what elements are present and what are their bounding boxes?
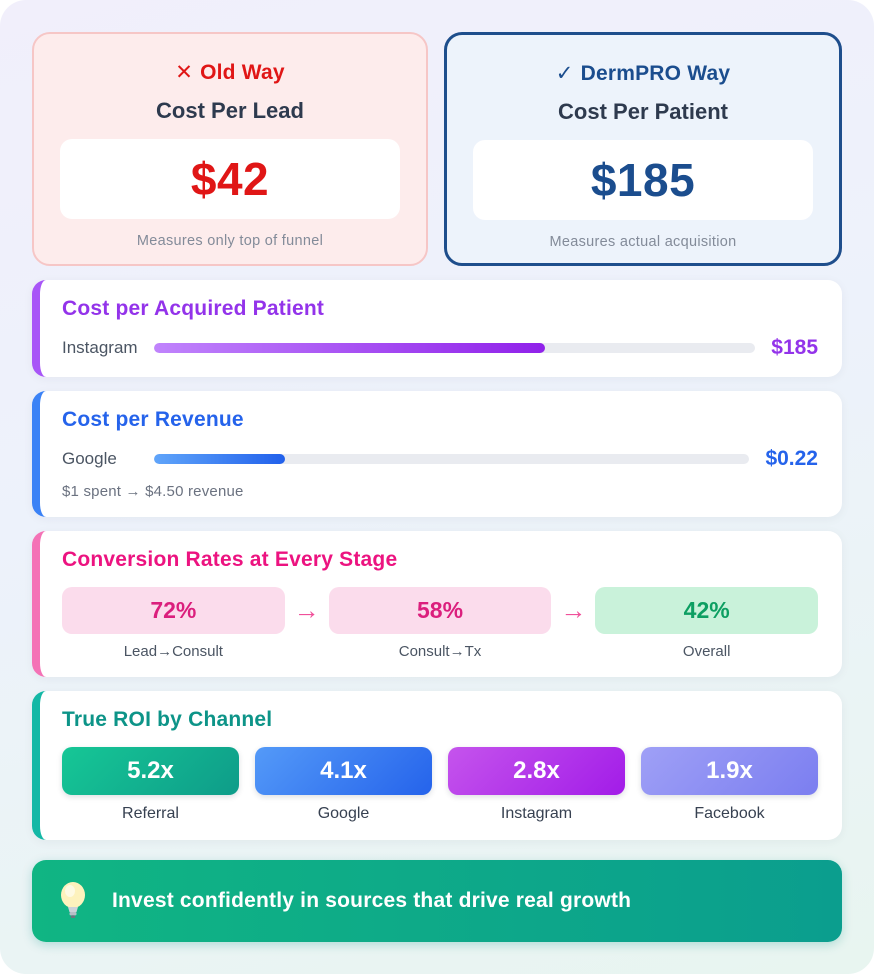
cost-per-acquired-patient-card: Cost per Acquired Patient Instagram $185 — [32, 280, 842, 378]
stage-label-consult-tx: Consult→Tx — [398, 643, 482, 661]
old-way-card: ✕ Old Way Cost Per Lead $42 Measures only… — [32, 32, 428, 267]
roi-channel-google: 4.1x Google — [255, 747, 432, 823]
dermpro-way-value-box: $185 — [473, 140, 813, 220]
stage-consult-tx: 58% Consult→Tx — [328, 587, 552, 661]
roi-channel-referral: 5.2x Referral — [62, 747, 239, 823]
card-title-cost-per-revenue: Cost per Revenue — [62, 408, 244, 432]
revenue-note: $1 spent → $4.50 revenue — [62, 483, 244, 501]
old-way-metric-label: Cost Per Lead — [156, 98, 304, 123]
old-way-badge: ✕ Old Way — [58, 60, 402, 85]
channel-label-instagram: Instagram — [62, 338, 138, 358]
check-icon: ✓ — [555, 62, 574, 85]
card-title-conversion-rates: Conversion Rates at Every Stage — [62, 548, 398, 572]
arrow-right-icon: → — [293, 595, 320, 626]
roi-channel-instagram: 2.8x Instagram — [448, 747, 625, 823]
stage-value-consult-tx: 58% — [328, 587, 552, 635]
takeaway-banner: Invest confidently in sources that drive… — [32, 860, 842, 942]
roi-channel-facebook: 1.9x Facebook — [641, 747, 818, 823]
cost-per-revenue-card: Cost per Revenue Google $0.22 $1 spent →… — [32, 391, 842, 518]
conversion-rates-card: Conversion Rates at Every Stage 72% Lead… — [32, 531, 842, 678]
old-way-value-box: $42 — [60, 139, 400, 219]
stage-value-lead-consult: 72% — [62, 587, 285, 635]
card-title-cost-per-acquired-patient: Cost per Acquired Patient — [62, 297, 325, 321]
roi-label-instagram: Instagram — [500, 805, 573, 823]
stage-lead-consult: 72% Lead→Consult — [62, 587, 285, 660]
dermpro-way-value: $185 — [590, 154, 696, 206]
roi-value-facebook: 1.9x — [641, 747, 818, 796]
old-way-value: $42 — [190, 153, 270, 205]
cost-per-patient-value: $185 — [771, 336, 818, 360]
roi-by-channel-card: True ROI by Channel 5.2x Referral 4.1x G… — [32, 691, 842, 841]
roi-value-referral: 5.2x — [62, 747, 239, 796]
google-progress-fill — [154, 454, 285, 465]
roi-label-referral: Referral — [122, 805, 179, 823]
x-icon: ✕ — [175, 61, 194, 84]
stage-label-overall: Overall — [682, 643, 731, 661]
roi-value-google: 4.1x — [255, 747, 432, 796]
dermpro-way-caption: Measures actual acquisition — [549, 234, 737, 250]
instagram-progress-fill — [154, 343, 545, 354]
google-progress-track — [154, 454, 750, 465]
banner-text: Invest confidently in sources that drive… — [112, 889, 632, 913]
old-way-title: Old Way — [200, 61, 285, 84]
arrow-right-icon: → — [560, 595, 587, 626]
roi-label-google: Google — [317, 805, 370, 823]
roi-value-instagram: 2.8x — [448, 747, 625, 796]
google-bar-row: Google $0.22 — [62, 447, 818, 471]
channel-label-google: Google — [62, 449, 117, 469]
comparison-row: ✕ Old Way Cost Per Lead $42 Measures only… — [32, 32, 842, 267]
instagram-progress-track — [154, 343, 756, 354]
roi-label-facebook: Facebook — [694, 805, 765, 823]
card-title-roi-by-channel: True ROI by Channel — [62, 708, 273, 732]
instagram-bar-row: Instagram $185 — [62, 336, 818, 360]
stage-value-overall: 42% — [595, 587, 819, 635]
old-way-caption: Measures only top of funnel — [136, 233, 324, 249]
roi-pills-row: 5.2x Referral 4.1x Google 2.8x Instagram… — [62, 747, 818, 823]
cost-per-revenue-value: $0.22 — [765, 447, 818, 471]
conversion-stages-row: 72% Lead→Consult → 58% Consult→Tx → 42% … — [62, 587, 819, 661]
dermpro-way-title: DermPRO Way — [580, 62, 731, 85]
dermpro-way-badge: ✓ DermPRO Way — [471, 61, 815, 86]
dermpro-way-metric-label: Cost Per Patient — [558, 99, 728, 124]
stage-label-lead-consult: Lead→Consult — [123, 643, 223, 661]
lightbulb-icon — [58, 881, 88, 921]
stage-overall: 42% Overall — [595, 587, 819, 661]
dermpro-way-card: ✓ DermPRO Way Cost Per Patient $185 Measu… — [444, 32, 842, 267]
